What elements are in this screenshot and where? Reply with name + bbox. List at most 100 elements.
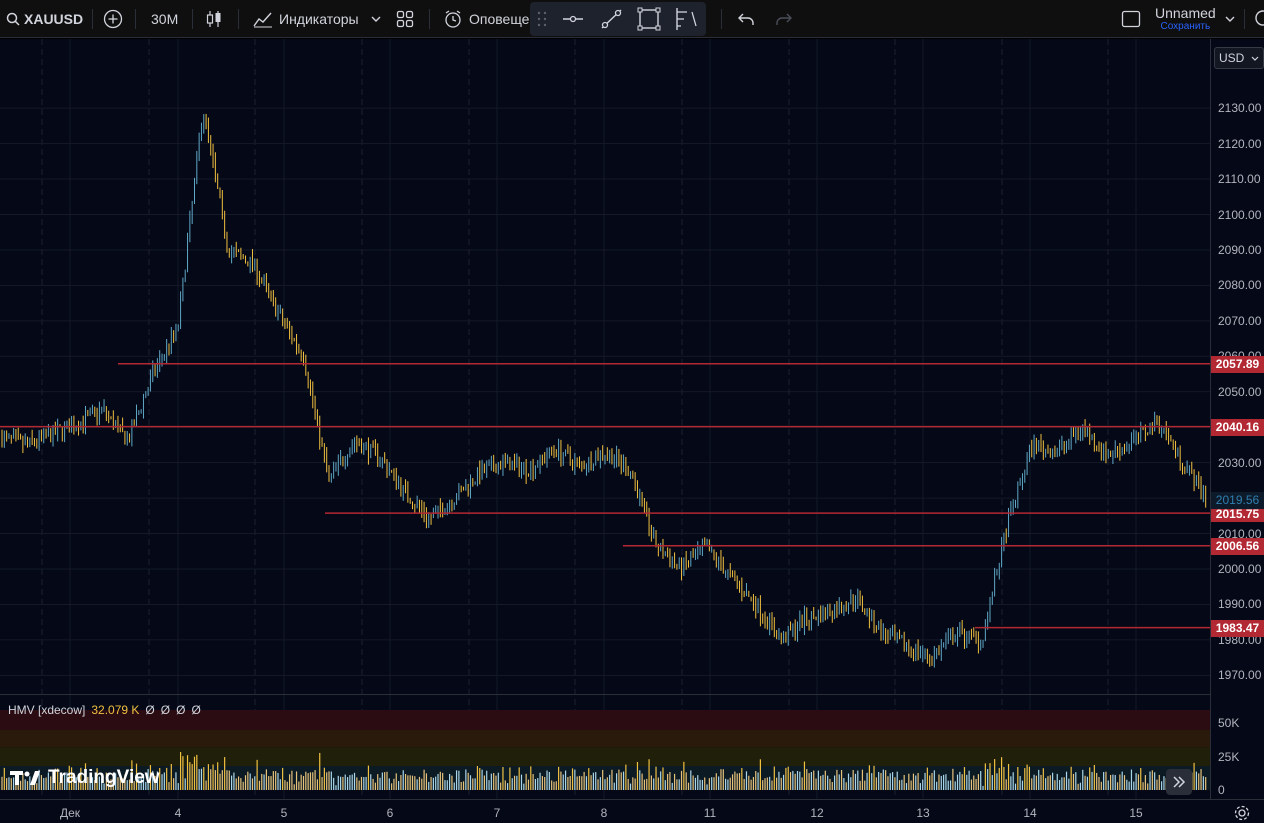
time-tick-label: 11 (703, 806, 717, 820)
interval-button[interactable]: 30M (151, 0, 178, 38)
toolbar-divider (721, 9, 722, 29)
layout-toggle-button[interactable] (1121, 0, 1141, 38)
time-tick-label: 6 (386, 806, 394, 820)
horizontal-levels (0, 363, 1210, 629)
currency-select[interactable]: USD (1214, 47, 1264, 69)
layout-square-icon (1121, 10, 1141, 28)
price-tick-label: 2050.00 (1218, 384, 1262, 399)
grid-lines (0, 39, 1210, 799)
chevron-down-icon (1251, 56, 1259, 61)
indicator-name: HMV [xdecow] (8, 703, 86, 717)
chevron-down-icon (371, 16, 381, 22)
tradingview-logo[interactable]: TradingView (10, 767, 160, 789)
save-label: Сохранить (1160, 20, 1211, 32)
indicators-button[interactable]: Индикаторы (253, 0, 359, 38)
alarm-clock-icon (445, 10, 461, 28)
top-toolbar: XAUUSD 30M Индикаторы Оповещен (0, 0, 1264, 38)
volume-band (0, 747, 1210, 766)
undo-button[interactable] (737, 0, 755, 38)
last-price-badge: 2019.56 (1211, 491, 1264, 509)
rectangle-tool-icon[interactable] (637, 7, 661, 31)
layout-name-button[interactable]: Unnamed Сохранить (1155, 0, 1216, 38)
price-tick-label: 1990.00 (1218, 597, 1262, 612)
grid-icon (396, 10, 414, 28)
price-tick-label: 2130.00 (1218, 101, 1262, 116)
add-circle-icon (103, 9, 123, 29)
scroll-to-realtime-button[interactable] (1166, 769, 1192, 795)
interval-label: 30M (151, 11, 179, 27)
candle-series (1, 113, 1207, 668)
price-chart[interactable] (0, 39, 1210, 799)
price-tick-label: 2000.00 (1218, 562, 1262, 576)
redo-icon (776, 13, 792, 25)
currency-label: USD (1219, 51, 1245, 65)
volume-band (0, 730, 1210, 748)
pane-separator[interactable] (0, 694, 1264, 695)
indicators-icon (253, 12, 272, 28)
price-level-badge[interactable]: 2057.89 (1211, 355, 1264, 373)
chart-type-button[interactable] (205, 0, 223, 38)
trend-line-tool-icon[interactable] (601, 9, 622, 29)
indicator-value: 32.079 K (91, 703, 140, 717)
toolbar-divider (135, 9, 136, 29)
price-level-badge[interactable]: 2015.75 (1211, 505, 1264, 523)
price-level-badge[interactable]: 2006.56 (1211, 537, 1264, 555)
price-tick-label: 1970.00 (1218, 668, 1262, 683)
volume-tick-label: 50K (1218, 716, 1240, 731)
settings-icon[interactable] (1234, 805, 1250, 821)
indicator-extra-value: Ø (191, 703, 201, 717)
compare-symbol-button[interactable] (103, 0, 123, 38)
toolbar-divider (92, 9, 93, 29)
toolbar-divider (238, 9, 239, 29)
price-tick-label: 2090.00 (1218, 242, 1262, 257)
time-tick-label: 4 (174, 806, 182, 820)
drawing-floating-toolbar (530, 2, 706, 36)
symbol-search-button[interactable]: XAUUSD (6, 0, 83, 38)
price-level-badge[interactable]: 2040.16 (1211, 418, 1264, 436)
price-tick-label: 2100.00 (1218, 207, 1262, 222)
layout-menu-dropdown[interactable] (1224, 0, 1236, 38)
horizontal-line-tool-icon[interactable] (563, 15, 583, 23)
time-tick-label: 12 (810, 806, 824, 820)
toolbar-divider (1244, 9, 1245, 29)
fib-tool-icon[interactable] (676, 8, 697, 30)
time-tick-label: Дек (60, 806, 81, 820)
volume-bands (0, 710, 1210, 790)
quick-search-button[interactable] (1254, 0, 1264, 38)
price-tick-label: 2030.00 (1218, 455, 1262, 470)
price-tick-label: 2120.00 (1218, 136, 1262, 151)
price-tick-label: 2080.00 (1218, 278, 1262, 293)
time-tick-label: 5 (280, 806, 288, 820)
templates-button[interactable] (396, 0, 414, 38)
chevron-down-icon (1225, 16, 1235, 22)
undo-icon (738, 13, 754, 25)
tradingview-logo-icon (10, 771, 40, 785)
price-tick-label: 2070.00 (1218, 313, 1262, 328)
volume-series (1, 752, 1207, 790)
indicator-extra-value: Ø (160, 703, 171, 717)
indicator-extra-value: Ø (176, 703, 186, 717)
time-tick-label: 15 (1129, 806, 1143, 820)
indicator-extra-value: Ø (145, 703, 155, 717)
logo-text: TradingView (48, 767, 160, 788)
candles-icon (206, 11, 221, 27)
volume-tick-label: 25K (1218, 749, 1240, 764)
drag-handle-icon[interactable] (537, 11, 547, 27)
time-axis[interactable]: Дек 4 5 6 7 8 11 12 13 14 15 (0, 799, 1264, 823)
price-level-badge[interactable]: 1983.47 (1211, 619, 1264, 637)
double-chevron-right-icon (1173, 776, 1186, 788)
toolbar-divider (192, 9, 193, 29)
volume-band (0, 710, 1210, 730)
redo-button[interactable] (775, 0, 793, 38)
indicators-dropdown[interactable] (370, 0, 382, 38)
toolbar-divider (429, 9, 430, 29)
price-tick-label: 2110.00 (1218, 172, 1261, 187)
indicator-legend[interactable]: HMV [xdecow] 32.079 K Ø Ø Ø Ø (8, 703, 201, 717)
symbol-label: XAUUSD (24, 11, 84, 27)
time-tick-label: 7 (493, 806, 501, 820)
alerts-button[interactable]: Оповещен (443, 0, 537, 38)
search-icon (6, 12, 20, 26)
price-tick-label: 2010.00 (1218, 526, 1262, 541)
alerts-label: Оповещен (469, 11, 538, 27)
volume-tick-label: 0 (1218, 783, 1225, 797)
